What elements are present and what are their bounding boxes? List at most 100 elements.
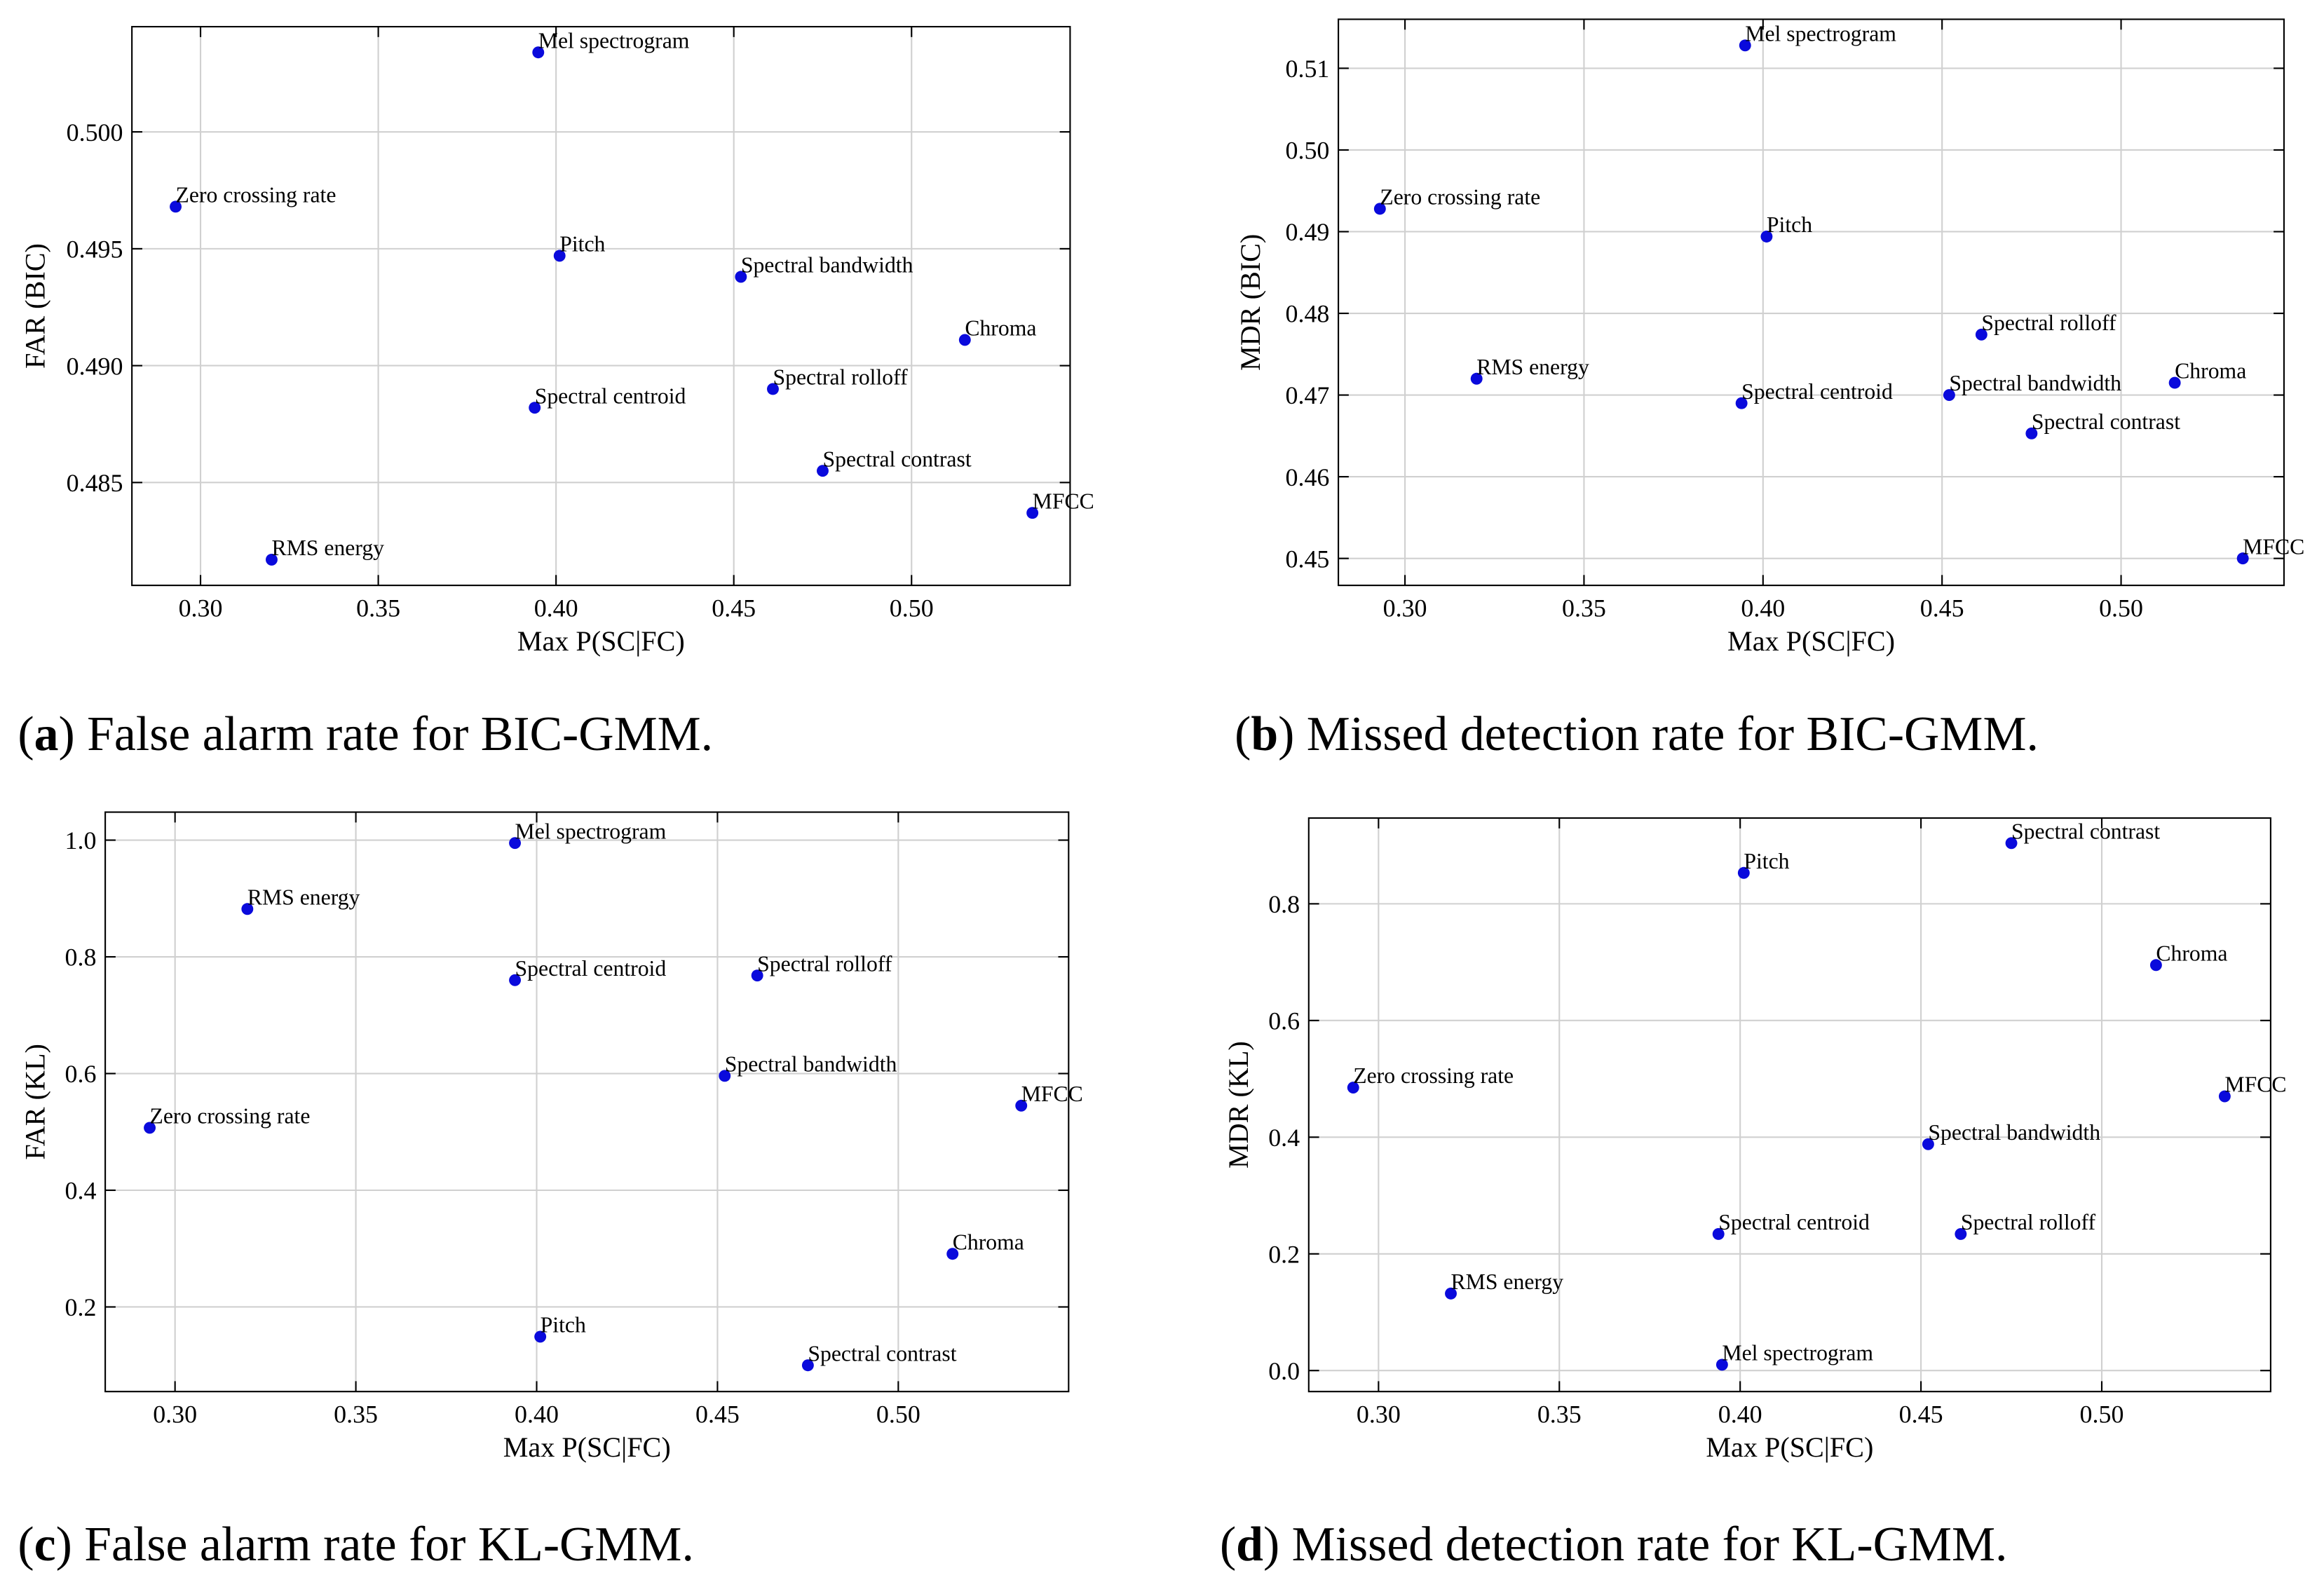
x-tick-label: 0.35: [334, 1401, 378, 1429]
data-point: [532, 46, 545, 59]
data-point: [1735, 397, 1748, 409]
x-tick-label: 0.30: [153, 1401, 197, 1429]
caption-part: (: [1235, 707, 1251, 761]
data-point: [958, 334, 971, 346]
data-point: [1739, 39, 1751, 52]
caption-part: ) Missed detection rate for KL-GMM.: [1263, 1518, 2007, 1572]
point-label: Spectral rolloff: [757, 951, 892, 976]
y-tick-label: 0.46: [1286, 463, 1330, 491]
data-point: [1373, 203, 1386, 215]
x-tick-label: 0.50: [890, 594, 934, 622]
caption-part: d: [1236, 1518, 1263, 1572]
point-label: Chroma: [2156, 941, 2227, 965]
point-label: Chroma: [965, 316, 1036, 341]
x-tick-label: 0.30: [179, 594, 223, 622]
point-label: Spectral contrast: [2011, 819, 2160, 843]
y-axis-label: FAR (KL): [19, 1044, 50, 1159]
data-point: [553, 250, 566, 262]
point-label: RMS energy: [247, 885, 360, 909]
data-point: [1026, 507, 1039, 519]
point-label: MFCC: [2243, 534, 2304, 559]
x-tick-label: 0.50: [2099, 594, 2143, 622]
point-label: Mel spectrogram: [1745, 21, 1896, 46]
caption: (d) Missed detection rate for KL-GMM.: [1220, 1518, 2008, 1572]
point-label: RMS energy: [1451, 1269, 1564, 1294]
x-axis-label: Max P(SC|FC): [503, 1431, 671, 1463]
x-tick-label: 0.50: [2080, 1401, 2124, 1429]
data-point: [735, 271, 747, 283]
caption-part: b: [1251, 707, 1278, 761]
x-tick-label: 0.45: [1899, 1401, 1943, 1429]
y-axis-label: MDR (BIC): [1235, 234, 1266, 371]
data-point: [946, 1248, 959, 1260]
data-point: [144, 1122, 156, 1134]
plot-area: [132, 27, 1071, 586]
x-tick-label: 0.45: [712, 594, 756, 622]
point-label: Chroma: [2175, 359, 2246, 383]
data-point: [2005, 837, 2018, 850]
y-tick-label: 1.0: [64, 826, 96, 854]
caption-part: ) False alarm rate for KL-GMM.: [56, 1518, 694, 1572]
point-label: Spectral centroid: [1718, 1210, 1870, 1234]
x-tick-label: 0.35: [356, 594, 400, 622]
data-point: [2168, 376, 2181, 389]
x-tick-label: 0.45: [1920, 594, 1964, 622]
data-point: [509, 837, 522, 850]
y-tick-label: 0.51: [1286, 55, 1330, 83]
y-tick-label: 0.2: [64, 1293, 96, 1321]
data-point: [2025, 427, 2038, 440]
point-label: Spectral centroid: [515, 956, 667, 981]
point-label: Pitch: [1767, 212, 1812, 237]
caption: (a) False alarm rate for BIC-GMM.: [18, 707, 713, 761]
point-label: Pitch: [1744, 849, 1789, 873]
point-label: Spectral bandwidth: [741, 253, 913, 278]
data-point: [2218, 1090, 2231, 1103]
y-tick-label: 0.495: [67, 236, 123, 264]
point-label: Spectral contrast: [808, 1341, 956, 1365]
plot-frame: [1338, 18, 2285, 587]
point-label: Spectral rolloff: [1981, 311, 2116, 335]
point-label: Mel spectrogram: [538, 28, 690, 53]
data-point: [509, 974, 522, 986]
y-tick-label: 0.8: [1268, 890, 1300, 918]
data-point: [529, 402, 541, 414]
data-point: [2236, 552, 2249, 565]
y-tick-label: 0.490: [67, 352, 123, 380]
plot-frame: [104, 811, 1070, 1393]
point-label: RMS energy: [271, 536, 384, 560]
y-tick-label: 0.45: [1286, 545, 1330, 573]
caption: (b) Missed detection rate for BIC-GMM.: [1235, 707, 2039, 761]
plot-area: [1308, 818, 2271, 1392]
point-label: Zero crossing rate: [150, 1104, 311, 1129]
y-tick-label: 0.6: [1268, 1007, 1300, 1035]
point-label: Pitch: [541, 1313, 586, 1337]
point-label: Spectral rolloff: [773, 365, 908, 390]
point-label: MFCC: [1033, 489, 1094, 513]
point-label: Zero crossing rate: [1380, 185, 1540, 210]
y-tick-label: 0.4: [1268, 1124, 1300, 1152]
point-label: Pitch: [559, 232, 605, 257]
x-tick-label: 0.30: [1383, 594, 1427, 622]
x-tick-label: 0.40: [1718, 1401, 1762, 1429]
data-point: [2149, 959, 2162, 972]
x-tick-label: 0.35: [1562, 594, 1606, 622]
point-label: Zero crossing rate: [176, 183, 337, 207]
point-label: Zero crossing rate: [1353, 1063, 1514, 1088]
point-label: Spectral bandwidth: [725, 1051, 897, 1076]
point-label: Spectral contrast: [2032, 409, 2180, 434]
point-label: RMS energy: [1476, 355, 1589, 379]
point-label: Spectral contrast: [822, 447, 971, 471]
x-tick-label: 0.40: [515, 1401, 559, 1429]
x-tick-label: 0.40: [534, 594, 578, 622]
point-label: Spectral bandwidth: [1949, 371, 2121, 395]
x-axis-label: Max P(SC|FC): [517, 625, 685, 657]
y-tick-label: 0.50: [1286, 137, 1330, 165]
y-axis-label: MDR (KL): [1223, 1041, 1254, 1169]
y-tick-label: 0.48: [1286, 300, 1330, 328]
y-tick-label: 0.485: [67, 469, 123, 497]
y-tick-label: 0.0: [1268, 1357, 1300, 1385]
data-point: [1712, 1228, 1725, 1240]
data-point: [767, 383, 779, 395]
plot-frame: [131, 26, 1071, 587]
data-point: [1760, 231, 1773, 243]
